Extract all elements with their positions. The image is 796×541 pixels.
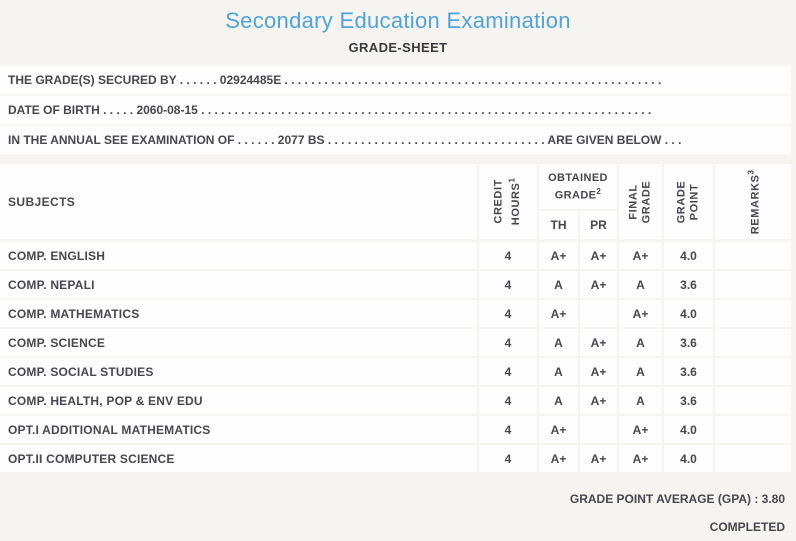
remarks-cell [715,358,791,385]
grade-point-cell: 3.6 [664,329,713,356]
final-grade-cell: A [619,271,662,298]
subject-cell: OPT.I ADDITIONAL MATHEMATICS [0,416,477,443]
remarks-cell [715,271,791,298]
remarks-cell [715,445,791,472]
remarks-cell [715,242,791,269]
gpa-summary: GRADE POINT AVERAGE (GPA) : 3.80 [569,492,785,506]
subject-cell: OPT.II COMPUTER SCIENCE [0,445,477,472]
table-header: SUBJECTS CREDIT HOURS1 OBTAINED GRADE2 T… [0,164,791,239]
page-subtitle: GRADE-SHEET [348,40,448,55]
obtained-grade-footnote: 2 [596,186,602,196]
pr-grade-cell [580,300,617,327]
subject-cell: COMP. SOCIAL STUDIES [0,358,477,385]
th-grade-cell: A+ [539,300,578,327]
table-row: COMP. SCIENCE 4 A A+ A 3.6 [0,329,791,356]
grade-point-cell: 4.0 [664,242,713,269]
final-grade-cell: A+ [619,416,662,443]
table-row: OPT.II COMPUTER SCIENCE 4 A+ A+ A+ 4.0 [0,445,791,472]
page-title: Secondary Education Examination [225,8,571,33]
table-row: OPT.I ADDITIONAL MATHEMATICS 4 A+ A+ 4.0 [0,416,791,443]
credit-hours-cell: 4 [479,387,537,414]
table-row: COMP. HEALTH, POP & ENV EDU 4 A A+ A 3.6 [0,387,791,414]
grade-point-cell: 3.6 [664,271,713,298]
credit-hours-cell: 4 [479,242,537,269]
table-body: COMP. ENGLISH 4 A+ A+ A+ 4.0 COMP. NEPAL… [0,242,791,472]
info-line-date-of-birth: DATE OF BIRTH . . . . . 2060-08-15 . . .… [0,96,791,124]
th-grade-cell: A [539,329,578,356]
header-remarks: REMARKS3 [715,164,791,239]
grade-point-cell: 4.0 [664,300,713,327]
remarks-cell [715,416,791,443]
grade-point-cell: 3.6 [664,387,713,414]
pr-grade-cell: A+ [580,329,617,356]
remarks-cell [715,387,791,414]
pr-grade-cell: A+ [580,387,617,414]
table-row: COMP. MATHEMATICS 4 A+ A+ 4.0 [0,300,791,327]
table-row: COMP. SOCIAL STUDIES 4 A A+ A 3.6 [0,358,791,385]
final-grade-cell: A+ [619,242,662,269]
subject-cell: COMP. MATHEMATICS [0,300,477,327]
th-grade-cell: A [539,358,578,385]
final-grade-cell: A+ [619,445,662,472]
pr-grade-cell: A+ [580,242,617,269]
header-final-grade: FINAL GRADE [619,164,662,239]
pr-grade-cell: A+ [580,271,617,298]
pr-grade-cell: A+ [580,358,617,385]
table-row: COMP. ENGLISH 4 A+ A+ A+ 4.0 [0,242,791,269]
table-row: COMP. NEPALI 4 A A+ A 3.6 [0,271,791,298]
grade-point-cell: 4.0 [664,416,713,443]
credit-hours-footnote: 1 [507,177,517,183]
student-info-block: THE GRADE(S) SECURED BY . . . . . . 0292… [0,66,791,154]
th-grade-cell: A+ [539,242,578,269]
grade-point-cell: 3.6 [664,358,713,385]
pr-grade-cell [580,416,617,443]
credit-hours-cell: 4 [479,445,537,472]
final-grade-cell: A [619,358,662,385]
header-obtained-grade-group: OBTAINED GRADE2 TH PR [539,164,617,239]
grade-point-cell: 4.0 [664,445,713,472]
th-grade-cell: A+ [539,416,578,443]
grade-sheet-page: Secondary Education Examination GRADE-SH… [0,7,791,534]
header-subjects: SUBJECTS [0,164,477,239]
remarks-cell [715,300,791,327]
header-grade-point: GRADE POINT [664,164,713,239]
header-th: TH [539,211,578,239]
subject-cell: COMP. HEALTH, POP & ENV EDU [0,387,477,414]
final-grade-cell: A+ [619,300,662,327]
th-grade-cell: A [539,387,578,414]
completion-status: COMPLETED [709,520,785,534]
header-credit-hours: CREDIT HOURS1 [479,164,537,239]
credit-hours-cell: 4 [479,416,537,443]
info-line-grades-secured-by: THE GRADE(S) SECURED BY . . . . . . 0292… [0,66,791,94]
remarks-footnote: 3 [746,169,756,175]
th-grade-cell: A+ [539,445,578,472]
credit-hours-cell: 4 [479,300,537,327]
subject-cell: COMP. SCIENCE [0,329,477,356]
remarks-cell [715,329,791,356]
info-line-examination-year: IN THE ANNUAL SEE EXAMINATION OF . . . .… [0,126,791,154]
subject-cell: COMP. NEPALI [0,271,477,298]
header-pr: PR [580,211,617,239]
credit-hours-cell: 4 [479,358,537,385]
subject-cell: COMP. ENGLISH [0,242,477,269]
pr-grade-cell: A+ [580,445,617,472]
final-grade-cell: A [619,387,662,414]
th-grade-cell: A [539,271,578,298]
credit-hours-cell: 4 [479,329,537,356]
header-obtained-grade: OBTAINED GRADE2 [539,164,617,209]
final-grade-cell: A [619,329,662,356]
credit-hours-cell: 4 [479,271,537,298]
